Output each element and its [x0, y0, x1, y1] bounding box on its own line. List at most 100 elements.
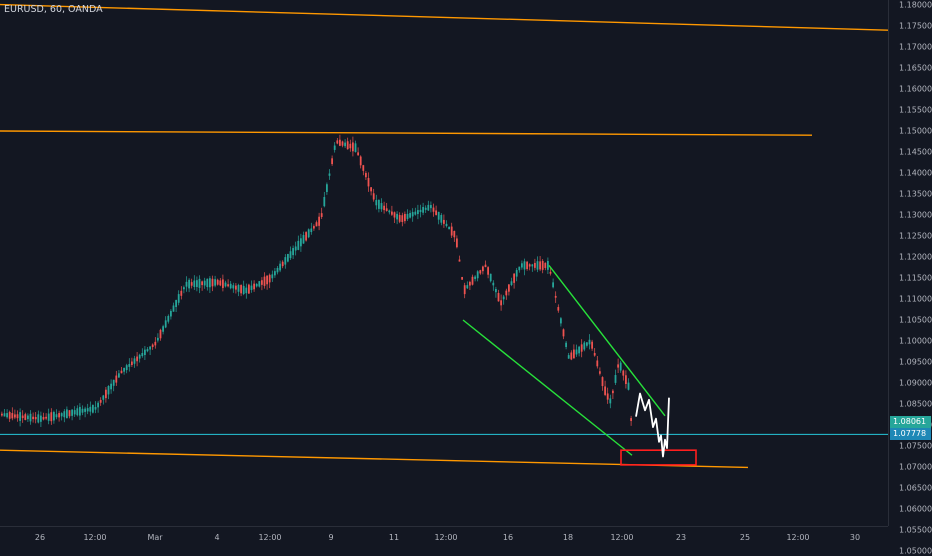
candle [339, 139, 341, 146]
candle [125, 365, 128, 371]
candle [144, 349, 146, 356]
price-tick: 1.16500 [899, 63, 932, 73]
candle [8, 412, 11, 419]
candle [146, 349, 149, 352]
candle [37, 414, 40, 423]
candle [560, 318, 562, 324]
candle [211, 278, 214, 287]
candle [567, 355, 570, 359]
candle [573, 349, 575, 359]
candle [73, 410, 76, 415]
time-axis[interactable]: 26 12:00 Mar 4 12:00 9 11 12:00 16 18 12:00 23 25 12:… [0, 526, 888, 551]
candle [313, 226, 315, 229]
wedge-line-upper [548, 264, 666, 417]
candle [167, 315, 170, 322]
time-tick: 9 [328, 533, 334, 542]
price-tick: 1.12500 [899, 231, 932, 241]
candle [570, 352, 573, 360]
candle [375, 200, 378, 206]
candle [34, 417, 37, 420]
candle [112, 379, 115, 386]
candle [1, 413, 3, 416]
candle [583, 342, 586, 350]
candle [307, 229, 310, 238]
candle [323, 196, 326, 207]
candle [435, 210, 437, 215]
candle [331, 158, 333, 165]
price-axis[interactable]: 1.18000 1.17500 1.17000 1.16500 1.16000 1.155… [888, 0, 932, 556]
candle [320, 213, 323, 217]
candle [216, 279, 219, 285]
candle [157, 337, 159, 341]
candle [76, 408, 79, 416]
candle [263, 276, 266, 286]
price-tick: 1.13500 [899, 189, 932, 199]
candle [310, 228, 313, 233]
candle [250, 285, 253, 290]
candle [58, 413, 60, 418]
candle [107, 385, 110, 395]
candle [448, 226, 450, 230]
candle [549, 271, 552, 274]
chart-area[interactable]: EURUSD, 60, OANDA [0, 0, 888, 526]
candle [456, 238, 458, 248]
candle [552, 282, 554, 288]
candle [528, 264, 531, 267]
candle [198, 278, 201, 288]
price-tick: 1.05500 [899, 525, 932, 535]
candle [289, 251, 292, 259]
symbol-title: EURUSD, 60, OANDA [4, 4, 103, 15]
candle [580, 344, 583, 352]
candle [409, 212, 411, 218]
candle [214, 279, 216, 286]
candle [510, 281, 513, 286]
candle [128, 363, 131, 367]
time-tick: 12:00 [258, 533, 282, 542]
candle [164, 320, 167, 328]
candle [131, 361, 133, 365]
candle [450, 226, 453, 236]
candle [318, 216, 320, 226]
candle [596, 360, 599, 367]
candle [521, 263, 523, 268]
candle [14, 414, 16, 418]
candle [274, 271, 276, 276]
candle [362, 165, 365, 171]
candle [476, 271, 479, 279]
candle [79, 406, 81, 416]
price-tick: 1.10000 [899, 336, 932, 346]
candle [502, 296, 505, 300]
candle [378, 199, 380, 209]
candle [380, 203, 383, 210]
candle [328, 173, 331, 176]
candle [271, 274, 274, 279]
candle [492, 282, 495, 286]
candle [461, 277, 463, 280]
candle [604, 386, 606, 395]
candle [222, 279, 224, 288]
candle [357, 152, 359, 156]
candle [209, 278, 211, 288]
candle [609, 398, 612, 404]
price-chart[interactable] [0, 0, 888, 526]
candle [42, 416, 45, 420]
candle [258, 281, 261, 287]
candle [531, 264, 534, 267]
candle [388, 210, 391, 213]
candle [622, 370, 625, 376]
time-tick: 30 [849, 533, 861, 542]
candle [6, 413, 8, 418]
projection-path [635, 392, 670, 458]
candle [11, 413, 14, 419]
candle [68, 410, 71, 417]
candle [432, 207, 435, 212]
price-tick: 1.13000 [899, 210, 932, 220]
time-tick: 12:00 [610, 533, 634, 542]
candle [190, 282, 193, 286]
price-tick: 1.15500 [899, 105, 932, 115]
candle [489, 273, 492, 282]
candle [341, 141, 344, 146]
candle [284, 257, 287, 265]
price-tick: 1.14500 [899, 147, 932, 157]
candle [170, 310, 172, 317]
